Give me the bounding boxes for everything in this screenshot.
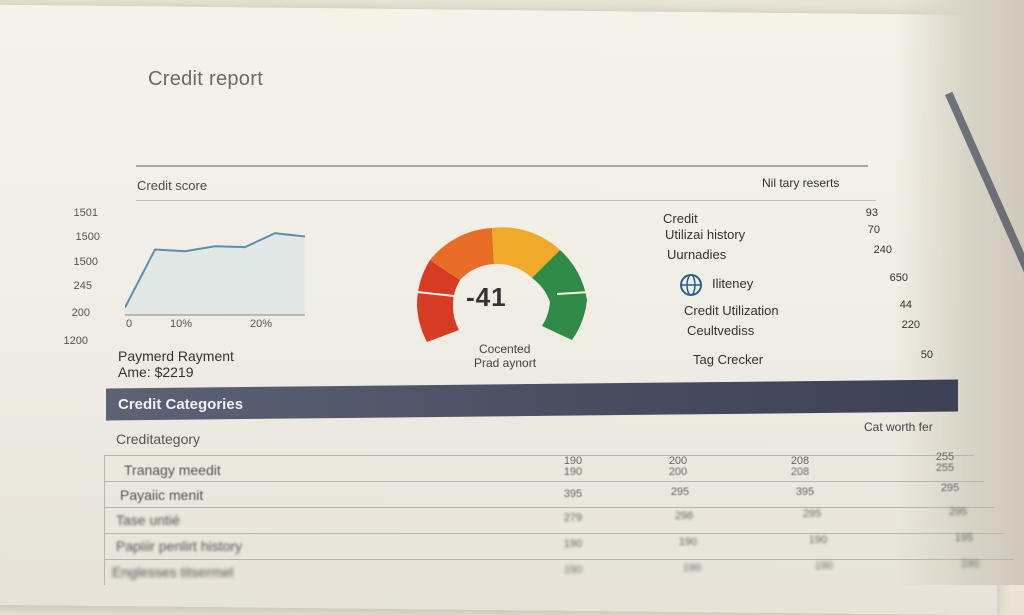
summary-item-value: 70 [867, 224, 880, 236]
credit-score-gauge [416, 227, 591, 342]
gauge-red-segment [417, 260, 460, 342]
top-divider [136, 165, 868, 167]
gauge-caption-2: Prad aynort [474, 356, 537, 370]
table-row-label: Papiiir penlirt history [116, 538, 243, 554]
table-cell: 190 [678, 536, 698, 548]
table-cell: 208 [790, 466, 810, 478]
table-cell: 279 [563, 512, 583, 524]
table-cell: 190 [563, 466, 583, 478]
y-tick: 245 [73, 280, 92, 292]
y-tick: 200 [71, 307, 90, 319]
gauge-caption-1: Cocented [479, 342, 531, 356]
table-cell: 295 [802, 508, 822, 520]
table-cell: 190 [960, 558, 980, 570]
x-tick: 10% [170, 318, 193, 330]
y-tick: 1500 [75, 231, 100, 243]
table-row-label: Englesses titsermel [112, 564, 234, 580]
worth-subheader: Cat worth fer [864, 420, 933, 434]
gauge-orange-segment [430, 228, 494, 280]
table-cell: 190 [814, 560, 834, 572]
gauge-score-value: -41 [466, 282, 507, 312]
table-row-label: Tase untié [116, 512, 180, 528]
report-title: Credit report [148, 68, 264, 90]
y-tick: 1200 [63, 335, 88, 347]
table-cell: 395 [563, 488, 583, 500]
table-cell: 298 [674, 510, 694, 522]
y-tick: 1500 [73, 256, 98, 268]
table-cell: 195 [954, 532, 974, 544]
credit-score-label: Credit score [137, 178, 208, 193]
table-row-label: Payaiic menit [120, 487, 204, 503]
desk-background [894, 0, 1024, 585]
y-tick: 1501 [73, 207, 98, 219]
summary-item-value: 50 [920, 349, 933, 361]
table-row-label: Tranagy meedit [124, 462, 221, 478]
section-divider [136, 200, 876, 201]
categories-title: Credit Categories [118, 396, 244, 413]
category-subheader: Creditategory [116, 431, 201, 447]
x-tick: 20% [250, 318, 273, 330]
summary-item-value: 93 [865, 207, 878, 219]
summary-item-label: Ceultvediss [687, 323, 755, 338]
summary-item-label: Utilizai history [665, 227, 746, 242]
table-cell: 295 [940, 482, 960, 494]
table-cell: 200 [668, 466, 688, 478]
x-tick: 0 [126, 318, 133, 330]
table-cell: 190 [563, 538, 583, 550]
summary-item-value: 44 [899, 299, 912, 311]
column-header: 208 [790, 455, 810, 467]
summary-item-label: Credit [663, 211, 698, 226]
summary-item-value: 220 [901, 319, 920, 331]
summary-item-value: 650 [889, 272, 908, 284]
column-header: 190 [563, 455, 583, 467]
payment-line-1: Paymerd Rayment [118, 348, 234, 364]
table-cell: 190 [808, 534, 828, 546]
column-header: 200 [668, 455, 688, 467]
table-cell: 295 [948, 506, 968, 518]
summary-item-value: 240 [873, 244, 892, 256]
payment-line-2: Ame: $2219 [118, 364, 194, 380]
summary-header: Nil tary reserts [762, 176, 840, 190]
gauge-yellow-segment [492, 227, 560, 278]
gauge-green-segment [532, 250, 587, 340]
table-cell: 395 [795, 486, 815, 498]
table-cell: 295 [670, 486, 690, 498]
score-line-plot [125, 232, 306, 316]
column-header: 255 [935, 451, 955, 463]
summary-item-label: Iliteney [712, 276, 754, 291]
table-cell: 190 [682, 562, 702, 574]
area-fill [125, 233, 305, 315]
table-cell: 190 [563, 564, 583, 576]
series-line [125, 232, 306, 309]
table-cell: 255 [935, 462, 955, 474]
globe-icon [679, 273, 703, 297]
summary-item-label: Tag Crecker [693, 352, 764, 367]
summary-item-label: Credit Utilization [684, 303, 779, 318]
summary-item-label: Uurnadies [667, 247, 727, 262]
